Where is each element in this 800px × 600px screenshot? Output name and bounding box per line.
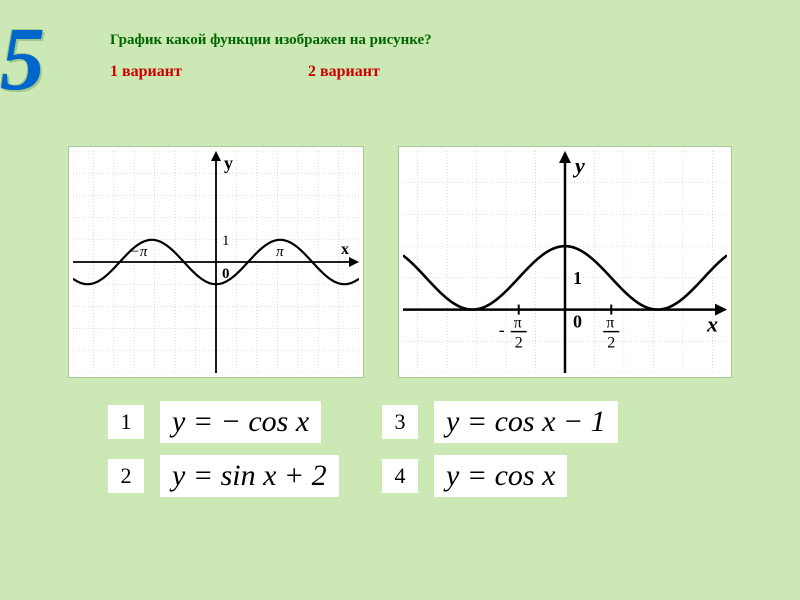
question-text: График какой функции изображен на рисунк… bbox=[110, 32, 432, 49]
answer-number: 4 bbox=[382, 459, 418, 493]
svg-text:-: - bbox=[499, 320, 505, 340]
svg-text:π: π bbox=[276, 244, 284, 260]
answer-formula: y = cos x bbox=[434, 455, 567, 497]
svg-text:y: y bbox=[572, 153, 585, 178]
svg-text:−π: −π bbox=[130, 244, 148, 260]
chart-variant-1: у х 1 0 −π π bbox=[68, 146, 364, 378]
answer-row: 3 y = cos x − 1 bbox=[382, 400, 618, 444]
variant-1-label: 1 вариант bbox=[110, 63, 182, 81]
chart-2-svg: yx10π2-π2 bbox=[403, 151, 727, 373]
slide-number: 5 bbox=[0, 8, 45, 111]
answer-number: 3 bbox=[382, 405, 418, 439]
svg-text:1: 1 bbox=[222, 233, 230, 249]
answer-formula: y = cos x − 1 bbox=[434, 401, 618, 443]
svg-text:0: 0 bbox=[573, 312, 582, 332]
answer-formula: y = sin x + 2 bbox=[160, 455, 339, 497]
svg-text:1: 1 bbox=[573, 268, 582, 288]
svg-text:2: 2 bbox=[607, 335, 615, 352]
answer-number: 1 bbox=[108, 405, 144, 439]
chart-variant-2: yx10π2-π2 bbox=[398, 146, 732, 378]
chart-1-svg: у х 1 0 −π π bbox=[73, 151, 359, 373]
answer-number: 2 bbox=[108, 459, 144, 493]
svg-text:0: 0 bbox=[222, 266, 230, 282]
svg-text:у: у bbox=[224, 153, 233, 173]
svg-text:2: 2 bbox=[515, 335, 523, 352]
answer-formula: y = − cos x bbox=[160, 401, 321, 443]
variant-2-label: 2 вариант bbox=[308, 63, 380, 81]
svg-text:x: x bbox=[706, 312, 718, 337]
svg-text:π: π bbox=[606, 315, 614, 332]
answer-row: 4 y = cos x bbox=[382, 454, 618, 498]
svg-text:х: х bbox=[341, 241, 349, 258]
answers-column-1: 1 y = − cos x 2 y = sin x + 2 bbox=[108, 400, 339, 508]
svg-text:π: π bbox=[514, 315, 522, 332]
answer-row: 1 y = − cos x bbox=[108, 400, 339, 444]
answer-row: 2 y = sin x + 2 bbox=[108, 454, 339, 498]
answers-column-2: 3 y = cos x − 1 4 y = cos x bbox=[382, 400, 618, 508]
